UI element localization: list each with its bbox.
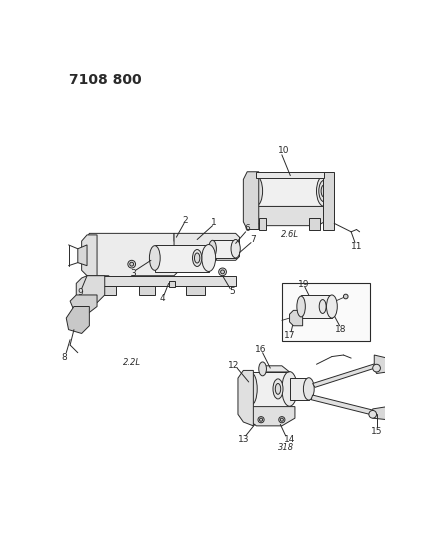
Polygon shape	[301, 295, 332, 318]
Polygon shape	[309, 218, 320, 230]
Ellipse shape	[282, 372, 297, 406]
Circle shape	[344, 294, 348, 299]
Text: 10: 10	[278, 147, 290, 156]
Text: 4: 4	[160, 294, 165, 303]
Ellipse shape	[194, 253, 200, 263]
Circle shape	[130, 262, 133, 266]
Text: 13: 13	[238, 435, 249, 444]
Circle shape	[373, 364, 381, 372]
Ellipse shape	[250, 176, 263, 206]
Ellipse shape	[202, 245, 216, 271]
Polygon shape	[243, 172, 259, 230]
Ellipse shape	[231, 239, 240, 258]
Text: 11: 11	[351, 242, 362, 251]
Polygon shape	[373, 407, 387, 419]
Polygon shape	[251, 206, 330, 225]
Circle shape	[369, 410, 377, 418]
Polygon shape	[323, 172, 334, 230]
Polygon shape	[155, 245, 208, 272]
Ellipse shape	[326, 295, 337, 318]
Polygon shape	[76, 276, 105, 303]
Polygon shape	[212, 239, 236, 258]
Polygon shape	[139, 286, 155, 295]
Polygon shape	[70, 295, 97, 314]
Polygon shape	[238, 370, 254, 426]
Text: 7: 7	[251, 235, 256, 244]
Polygon shape	[263, 366, 290, 372]
Polygon shape	[97, 276, 236, 286]
Ellipse shape	[193, 249, 202, 266]
Ellipse shape	[321, 185, 327, 197]
Text: 15: 15	[371, 427, 382, 436]
Polygon shape	[174, 233, 239, 260]
Polygon shape	[290, 378, 309, 400]
Circle shape	[221, 270, 224, 274]
Polygon shape	[246, 407, 295, 426]
Text: 5: 5	[229, 287, 235, 296]
Ellipse shape	[297, 296, 305, 317]
Text: 9: 9	[77, 288, 83, 297]
Text: 14: 14	[284, 435, 295, 444]
Ellipse shape	[275, 384, 281, 394]
Polygon shape	[169, 281, 175, 287]
Text: 19: 19	[298, 280, 309, 289]
Ellipse shape	[208, 240, 216, 257]
Text: 7108 800: 7108 800	[69, 73, 141, 87]
Polygon shape	[374, 355, 387, 374]
Ellipse shape	[303, 378, 314, 400]
Ellipse shape	[245, 373, 257, 405]
Polygon shape	[186, 286, 205, 295]
Ellipse shape	[273, 379, 283, 399]
Polygon shape	[257, 175, 324, 206]
Text: 2: 2	[183, 216, 188, 225]
Text: 12: 12	[228, 360, 240, 369]
Polygon shape	[257, 172, 324, 178]
Text: 17: 17	[284, 332, 295, 340]
Circle shape	[280, 418, 284, 421]
Ellipse shape	[319, 180, 329, 202]
Text: 318: 318	[278, 443, 294, 452]
Text: 18: 18	[335, 325, 347, 334]
Polygon shape	[66, 306, 89, 334]
Polygon shape	[313, 363, 380, 387]
Polygon shape	[82, 235, 97, 276]
Ellipse shape	[259, 362, 266, 376]
Polygon shape	[85, 233, 178, 280]
Polygon shape	[311, 395, 374, 415]
Ellipse shape	[149, 246, 160, 270]
Circle shape	[260, 418, 263, 421]
Text: 16: 16	[255, 345, 267, 354]
Ellipse shape	[317, 175, 332, 206]
Ellipse shape	[319, 300, 326, 313]
Text: 6: 6	[245, 224, 250, 233]
Circle shape	[279, 417, 285, 423]
Text: 3: 3	[130, 269, 136, 278]
Polygon shape	[290, 310, 302, 326]
Text: 8: 8	[62, 353, 68, 362]
Polygon shape	[259, 218, 266, 230]
Circle shape	[128, 260, 136, 268]
Text: 1: 1	[211, 218, 217, 227]
Text: 2.6L: 2.6L	[281, 230, 299, 239]
Circle shape	[219, 268, 227, 276]
Polygon shape	[78, 245, 87, 265]
Polygon shape	[101, 286, 116, 295]
Text: 2.2L: 2.2L	[123, 358, 141, 367]
Polygon shape	[251, 372, 290, 407]
Circle shape	[258, 417, 264, 423]
Bar	[282, 284, 370, 341]
